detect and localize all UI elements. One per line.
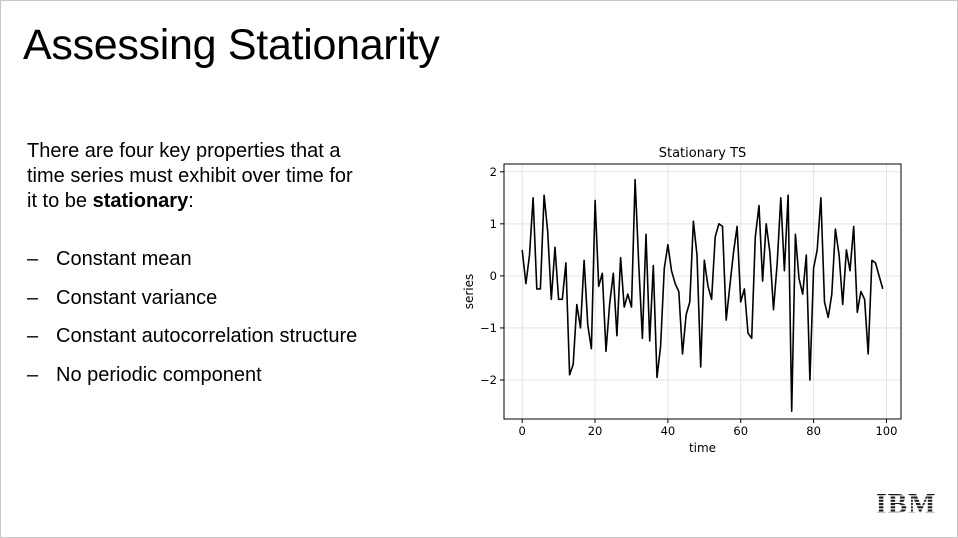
chart-svg: 0 20 40 60 80 100 −2 −1 0 1 2 Stationary TS time seri… — [462, 146, 902, 455]
y-tick-label: −1 — [480, 321, 497, 335]
plot-frame — [503, 163, 902, 420]
slide-title: Assessing Stationarity — [23, 21, 440, 69]
list-item: – Constant autocorrelation structure — [27, 325, 357, 364]
list-item: – Constant variance — [27, 287, 357, 326]
intro-text-end: : — [188, 190, 194, 212]
x-tick-label: 40 — [661, 424, 676, 438]
list-item-label: Constant variance — [56, 286, 218, 309]
list-item: – No periodic component — [27, 364, 357, 403]
chart-title: Stationary TS — [659, 146, 747, 161]
properties-list: – Constant mean – Constant variance – Const… — [27, 248, 357, 402]
x-axis-label: time — [689, 441, 716, 455]
x-tick-label: 20 — [588, 424, 603, 438]
x-tick-label: 0 — [519, 424, 526, 438]
x-tick-label: 100 — [875, 424, 897, 438]
list-item-label: Constant autocorrelation structure — [56, 325, 358, 347]
series-line — [521, 178, 884, 413]
bullet-dash: – — [27, 286, 39, 309]
list-item-label: No periodic component — [56, 363, 262, 386]
intro-text: There are four key properties that a tim… — [27, 139, 367, 214]
y-tick-label: 1 — [490, 217, 497, 231]
ibm-logo-text: IBM — [877, 490, 935, 516]
y-tick-label: 2 — [490, 165, 497, 179]
y-tick-label: 0 — [490, 269, 497, 283]
x-tick-label: 60 — [733, 424, 748, 438]
y-tick-label: −2 — [480, 373, 497, 387]
bullet-dash: – — [27, 325, 39, 347]
stationary-ts-chart: 0 20 40 60 80 100 −2 −1 0 1 2 Stationary TS time seri… — [456, 137, 906, 467]
intro-text-start: There are four key properties that a tim… — [27, 140, 353, 212]
x-tick-label: 80 — [806, 424, 821, 438]
y-axis-label: series — [462, 274, 476, 310]
bullet-dash: – — [27, 363, 39, 386]
list-item: – Constant mean — [27, 248, 357, 287]
list-item-label: Constant mean — [56, 248, 192, 270]
ibm-logo-mark: IBM — [876, 488, 936, 520]
ibm-logo: IBM — [876, 488, 936, 521]
intro-bold-term: stationary — [92, 190, 189, 212]
bullet-dash: – — [27, 248, 39, 270]
